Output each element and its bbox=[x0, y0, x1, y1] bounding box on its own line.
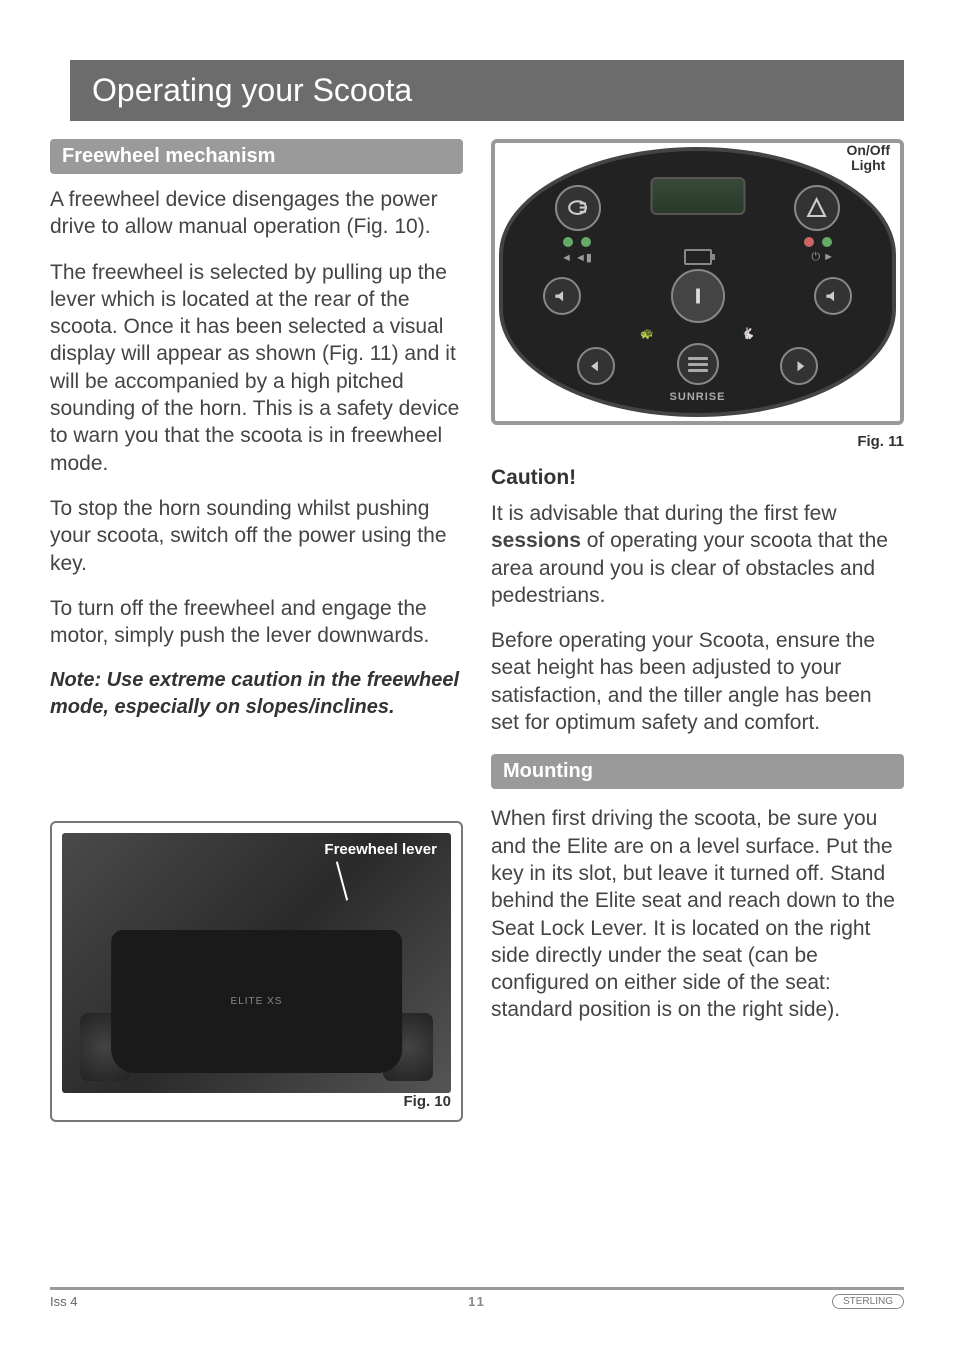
fig11-caption: Fig. 11 bbox=[491, 433, 904, 450]
mounting-p: When first driving the scoota, be sure y… bbox=[491, 805, 904, 1023]
turtle-icon: 🐢 bbox=[640, 327, 654, 340]
power-small-icon: ⏻ ► bbox=[811, 251, 834, 264]
caution-title: Caution! bbox=[491, 466, 904, 490]
callout-line-icon bbox=[336, 862, 348, 901]
hare-icon: 🐇 bbox=[741, 327, 755, 340]
issue-number: Iss 4 bbox=[50, 1294, 77, 1309]
page-header: Operating your Scoota bbox=[70, 60, 904, 121]
sterling-badge: STERLING bbox=[832, 1294, 904, 1309]
headlight-dial-icon bbox=[555, 185, 601, 231]
key-dial-icon bbox=[671, 269, 725, 323]
freewheel-p3: To stop the horn sounding whilst pushing… bbox=[50, 495, 463, 577]
panel-frame: ◄ ◄▮ ⏻ ► 🐢 🐇 bbox=[491, 139, 904, 425]
scoota-body-icon: ELITE XS bbox=[111, 930, 403, 1073]
horn-right-dial-icon bbox=[814, 277, 852, 315]
caution-p1: It is advisable that during the first fe… bbox=[491, 500, 904, 609]
display-screen-icon bbox=[650, 177, 745, 215]
figure-11: On/Off Light bbox=[491, 139, 904, 450]
indicator-dots-right bbox=[804, 237, 832, 247]
freewheel-note: Note: Use extreme caution in the freewhe… bbox=[50, 667, 463, 721]
left-column: Freewheel mechanism A freewheel device d… bbox=[50, 139, 463, 1122]
footer: Iss 4 11 STERLING bbox=[50, 1287, 904, 1309]
figure-10: Freewheel lever ELITE XS Fig. 10 bbox=[50, 821, 463, 1122]
mounting-subheader: Mounting bbox=[491, 754, 904, 789]
green-dot-icon bbox=[822, 237, 832, 247]
sunrise-brand: SUNRISE bbox=[670, 391, 726, 403]
freewheel-p2: The freewheel is selected by pulling up … bbox=[50, 259, 463, 477]
left-turn-dial-icon bbox=[577, 347, 615, 385]
page-number: 11 bbox=[468, 1294, 486, 1309]
onoff-line2: Light bbox=[851, 157, 885, 173]
control-panel: ◄ ◄▮ ⏻ ► 🐢 🐇 bbox=[499, 147, 896, 417]
figure-10-photo: Freewheel lever ELITE XS bbox=[62, 833, 451, 1093]
battery-icon bbox=[684, 249, 712, 265]
menu-dial-icon bbox=[677, 343, 719, 385]
left-arrow-small-icon: ◄ ◄▮ bbox=[561, 251, 592, 264]
red-dot-icon bbox=[804, 237, 814, 247]
fig10-caption: Fig. 10 bbox=[62, 1093, 451, 1110]
green-dot-icon bbox=[581, 237, 591, 247]
green-dot-icon bbox=[563, 237, 573, 247]
caution-p2: Before operating your Scoota, ensure the… bbox=[491, 627, 904, 736]
freewheel-lever-label: Freewheel lever bbox=[324, 841, 437, 858]
indicator-dots-left bbox=[563, 237, 591, 247]
caution-bold: sessions bbox=[491, 529, 581, 552]
onoff-line1: On/Off bbox=[846, 142, 890, 158]
elite-badge: ELITE XS bbox=[231, 996, 283, 1007]
content-columns: Freewheel mechanism A freewheel device d… bbox=[50, 139, 904, 1122]
freewheel-subheader: Freewheel mechanism bbox=[50, 139, 463, 174]
onoff-light-label: On/Off Light bbox=[846, 143, 890, 174]
hazard-dial-icon bbox=[794, 185, 840, 231]
caution-p1a: It is advisable that during the first fe… bbox=[491, 502, 837, 525]
right-column: On/Off Light bbox=[491, 139, 904, 1122]
freewheel-p1: A freewheel device disengages the power … bbox=[50, 186, 463, 241]
horn-left-dial-icon bbox=[543, 277, 581, 315]
right-turn-dial-icon bbox=[780, 347, 818, 385]
freewheel-p4: To turn off the freewheel and engage the… bbox=[50, 595, 463, 650]
